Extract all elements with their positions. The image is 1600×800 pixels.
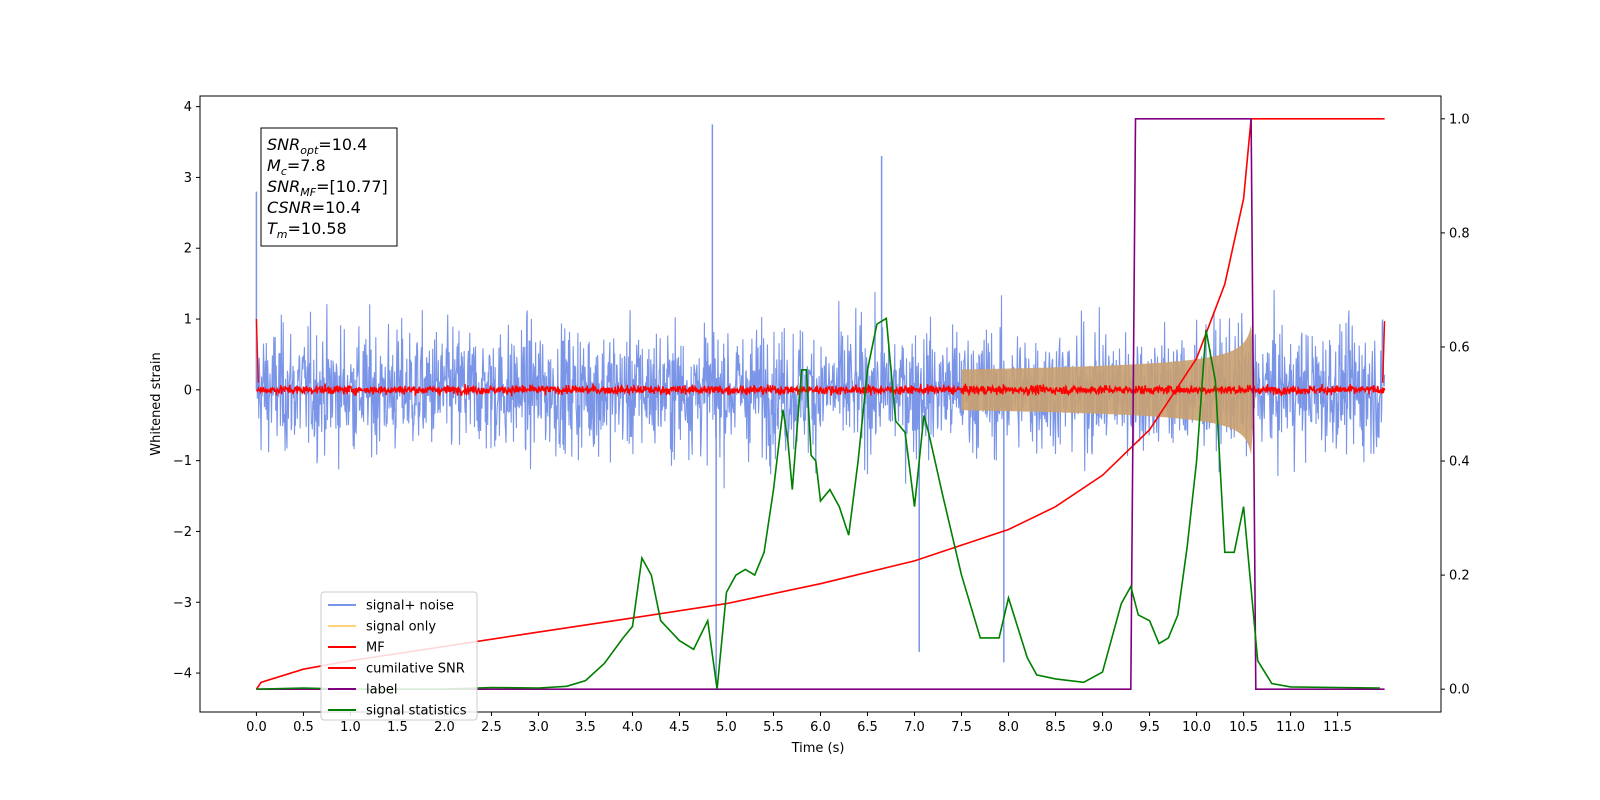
x-tick-label: 5.0	[716, 720, 737, 735]
label-line	[256, 118, 1385, 690]
y2-tick-label: 0.8	[1449, 226, 1470, 241]
x-tick-label: 1.5	[387, 720, 408, 735]
legend: signal+ noise signal only MF cumilative SNR…	[320, 591, 478, 721]
mf-edge-left	[255, 319, 259, 383]
x-tick-label: 8.0	[998, 720, 1019, 735]
annotation-line: SNRopt=10.4	[267, 135, 367, 157]
x-tick-label: 4.5	[669, 720, 690, 735]
y2-tick-label: 1.0	[1449, 112, 1470, 127]
y-tick-label: −4	[173, 667, 192, 682]
x-tick-label: 3.5	[575, 720, 596, 735]
x-tick-label: 4.0	[622, 720, 643, 735]
annotation-line: Mc=7.8	[267, 156, 326, 178]
x-tick-label: 0.0	[246, 720, 267, 735]
annotation-line: Tm=10.58	[267, 219, 347, 241]
x-tick-label: 9.5	[1139, 720, 1160, 735]
legend-label: signal only	[366, 620, 436, 635]
x-tick-label: 7.0	[904, 720, 925, 735]
y-tick-label: 2	[184, 242, 192, 257]
x-tick-label: 6.5	[857, 720, 878, 735]
y2-tick-label: 0.2	[1449, 569, 1470, 584]
mf-edge-right	[1382, 321, 1386, 383]
y-tick-label: −1	[173, 454, 192, 469]
signal-statistics-line	[256, 317, 1380, 690]
y2-tick-label: 0.0	[1449, 683, 1470, 698]
x-tick-label: 10.0	[1182, 720, 1211, 735]
x-tick-label: 9.0	[1092, 720, 1113, 735]
x-tick-label: 10.5	[1229, 720, 1258, 735]
x-tick-label: 6.0	[810, 720, 831, 735]
y2-tick-label: 0.6	[1449, 340, 1470, 355]
x-tick-label: 3.0	[528, 720, 549, 735]
x-tick-label: 7.5	[951, 720, 972, 735]
legend-label: MF	[366, 641, 385, 656]
legend-label: signal+ noise	[366, 599, 454, 614]
x-tick-label: 1.0	[340, 720, 361, 735]
x-tick-label: 11.0	[1276, 720, 1305, 735]
x-tick-label: 8.5	[1045, 720, 1066, 735]
x-tick-label: 5.5	[763, 720, 784, 735]
annotation-line: SNRMF=[10.77]	[267, 177, 388, 199]
x-tick-label: 0.5	[293, 720, 314, 735]
legend-label: signal statistics	[366, 704, 467, 719]
y-tick-label: 4	[184, 100, 192, 115]
y2-tick-label: 0.4	[1449, 455, 1470, 470]
signal-noise-line	[255, 289, 1386, 489]
x-tick-label: 11.5	[1323, 720, 1352, 735]
annotation-line: CSNR=10.4	[267, 198, 361, 217]
y-tick-label: 3	[184, 171, 192, 186]
y-tick-label: 1	[184, 313, 192, 328]
y-tick-label: −3	[173, 596, 192, 611]
mf-line	[255, 383, 1386, 397]
y-tick-label: 0	[184, 383, 192, 398]
y-tick-label: −2	[173, 525, 192, 540]
axes: 0.0 0.5 1.0 1.5 2.0 2.5 3.0 3.5 4.0 4.5 5.0 5.5 6.0 6…	[173, 100, 1470, 735]
legend-label: cumilative SNR	[366, 662, 465, 677]
x-axis-label: Time (s)	[791, 741, 845, 756]
x-tick-label: 2.0	[434, 720, 455, 735]
y-axis-label: Whitened strain	[149, 352, 164, 455]
x-tick-label: 2.5	[481, 720, 502, 735]
legend-label: label	[366, 683, 397, 698]
